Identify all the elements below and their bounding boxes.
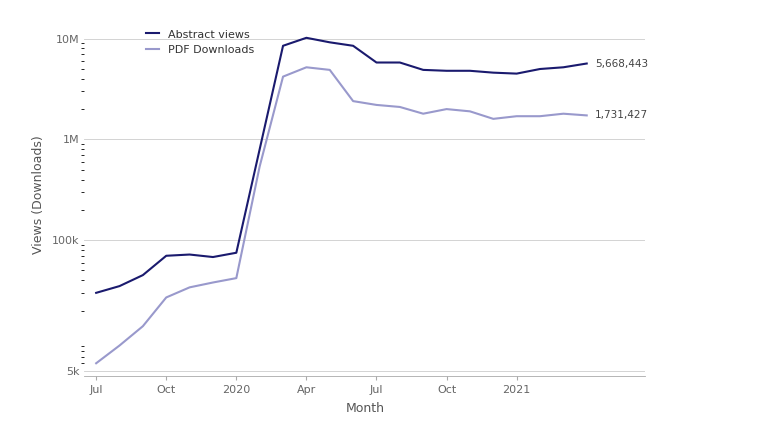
Abstract views: [255, 146, 264, 152]
PDF Downloads: [582, 113, 591, 118]
PDF Downloads: [325, 67, 334, 73]
Abstract views: [582, 61, 591, 66]
Abstract views: [161, 253, 170, 258]
Abstract views: [349, 43, 358, 48]
Abstract views: [465, 68, 475, 73]
PDF Downloads: [185, 285, 194, 290]
PDF Downloads: [372, 102, 381, 108]
Abstract views: [91, 290, 101, 295]
PDF Downloads: [559, 111, 568, 116]
Abstract views: [372, 60, 381, 65]
Abstract views: [208, 254, 217, 260]
PDF Downloads: [442, 107, 451, 112]
PDF Downloads: [488, 116, 498, 121]
PDF Downloads: [419, 111, 428, 116]
PDF Downloads: [535, 114, 545, 119]
PDF Downloads: [349, 98, 358, 104]
Abstract views: [302, 35, 311, 41]
PDF Downloads: [208, 280, 217, 285]
Abstract views: [512, 71, 521, 76]
PDF Downloads: [232, 276, 241, 281]
Text: 1,731,427: 1,731,427: [595, 111, 648, 121]
Abstract views: [115, 283, 124, 289]
Line: PDF Downloads: PDF Downloads: [96, 67, 587, 363]
Legend: Abstract views, PDF Downloads: Abstract views, PDF Downloads: [146, 29, 254, 55]
PDF Downloads: [465, 109, 475, 114]
X-axis label: Month: Month: [346, 402, 384, 415]
PDF Downloads: [161, 295, 170, 300]
Abstract views: [419, 67, 428, 73]
Text: 5,668,443: 5,668,443: [595, 58, 648, 69]
Y-axis label: Views (Downloads): Views (Downloads): [32, 135, 45, 254]
Abstract views: [325, 40, 334, 45]
PDF Downloads: [302, 65, 311, 70]
Abstract views: [232, 250, 241, 255]
PDF Downloads: [396, 105, 405, 110]
PDF Downloads: [115, 343, 124, 348]
Abstract views: [396, 60, 405, 65]
PDF Downloads: [255, 164, 264, 169]
PDF Downloads: [138, 324, 147, 329]
Abstract views: [185, 252, 194, 257]
Abstract views: [138, 273, 147, 278]
Abstract views: [442, 68, 451, 73]
PDF Downloads: [279, 74, 288, 79]
Abstract views: [559, 65, 568, 70]
Abstract views: [488, 70, 498, 75]
PDF Downloads: [91, 361, 101, 366]
PDF Downloads: [512, 114, 521, 119]
Abstract views: [279, 43, 288, 48]
Line: Abstract views: Abstract views: [96, 38, 587, 293]
Abstract views: [535, 67, 545, 72]
